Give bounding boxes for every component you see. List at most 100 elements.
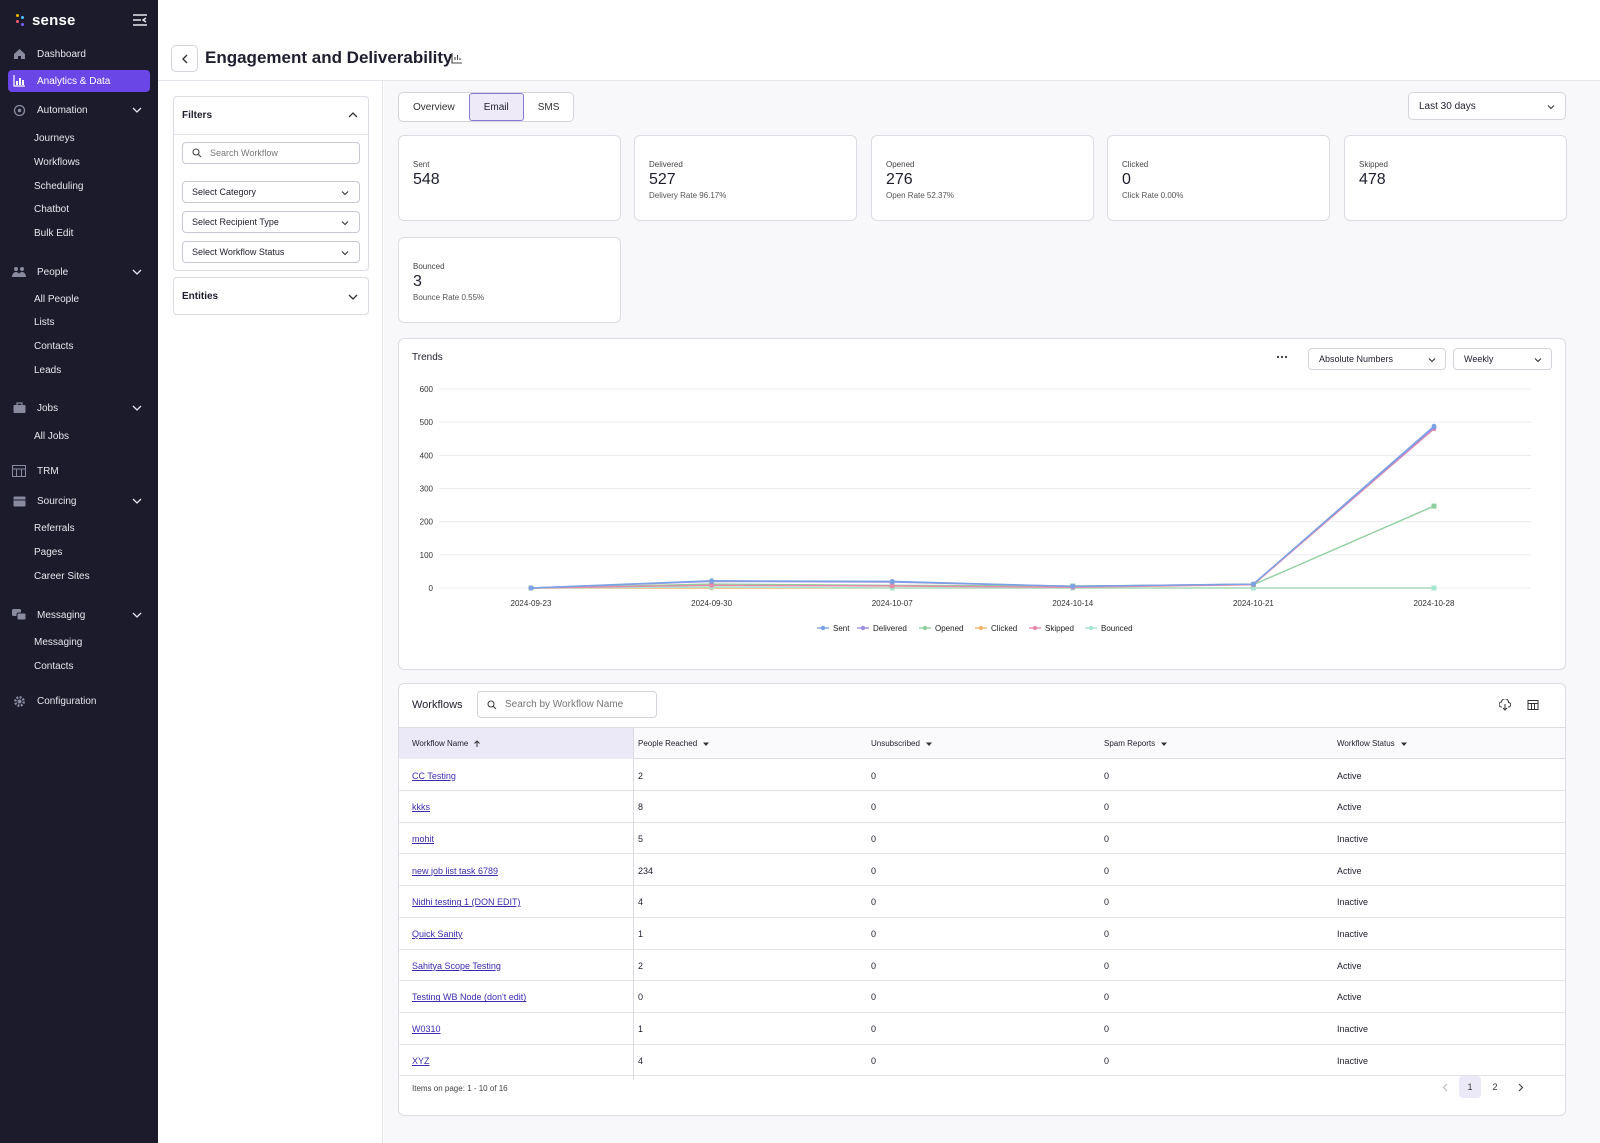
workflow-link[interactable]: mohit bbox=[412, 833, 435, 844]
chevron-up-icon[interactable] bbox=[348, 110, 358, 120]
cell-unsubscribed: 0 bbox=[871, 960, 877, 971]
sidebar-subitem-bulk-edit[interactable]: Bulk Edit bbox=[34, 228, 74, 239]
collapse-menu-icon[interactable] bbox=[133, 14, 147, 26]
workflow-link[interactable]: W0310 bbox=[412, 1024, 441, 1035]
cell-workflow-status: Inactive bbox=[1337, 1055, 1369, 1066]
back-button[interactable] bbox=[171, 45, 198, 72]
sidebar-item-dashboard[interactable]: Dashboard bbox=[8, 43, 150, 65]
chevron-down-icon[interactable] bbox=[132, 403, 142, 413]
cell-people-reached: 5 bbox=[638, 833, 644, 844]
chevron-left-icon bbox=[1442, 1083, 1447, 1091]
workflow-link[interactable]: CC Testing bbox=[412, 770, 456, 781]
sidebar-subitem-all-people[interactable]: All People bbox=[34, 294, 80, 305]
sidebar-subitem-contacts[interactable]: Contacts bbox=[34, 661, 74, 672]
chevron-down-icon[interactable] bbox=[132, 267, 142, 277]
trends-title: Trends bbox=[412, 352, 443, 363]
prev-page-button[interactable] bbox=[1434, 1076, 1456, 1098]
logo[interactable]: sense bbox=[16, 10, 76, 30]
tab-email[interactable]: Email bbox=[468, 93, 524, 121]
entities-box[interactable]: Entities bbox=[173, 277, 369, 315]
sidebar-subitem-pages[interactable]: Pages bbox=[34, 547, 63, 558]
sidebar-subitem-workflows[interactable]: Workflows bbox=[34, 157, 80, 168]
workflow-link[interactable]: Nidhi testing 1 (DON EDIT) bbox=[412, 897, 521, 908]
column-header-unsubscribed[interactable]: Unsubscribed bbox=[867, 728, 1096, 759]
stat-value: 478 bbox=[1359, 171, 1386, 188]
chevron-down-icon bbox=[341, 221, 349, 226]
table-columns-icon[interactable] bbox=[1527, 699, 1539, 711]
sidebar-item-messaging[interactable]: Messaging bbox=[8, 604, 150, 626]
sidebar-item-jobs[interactable]: Jobs bbox=[8, 397, 150, 419]
sidebar-subitem-scheduling[interactable]: Scheduling bbox=[34, 181, 84, 192]
column-header-spam-reports[interactable]: Spam Reports bbox=[1100, 728, 1329, 759]
chevron-down-icon[interactable] bbox=[132, 610, 142, 620]
column-header-workflow-status[interactable]: Workflow Status bbox=[1333, 728, 1563, 759]
workflow-link[interactable]: XYZ bbox=[412, 1055, 430, 1066]
cell-people-reached: 0 bbox=[638, 992, 644, 1003]
date-range-select[interactable]: Last 30 days bbox=[1408, 92, 1566, 120]
cell-people-reached: 4 bbox=[638, 897, 644, 908]
data-point-opened bbox=[1431, 503, 1437, 509]
workflow-link[interactable]: new job list task 6789 bbox=[412, 865, 499, 876]
column-label: People Reached bbox=[638, 739, 698, 748]
sidebar-item-trm[interactable]: TRM bbox=[8, 460, 150, 482]
chevron-down-icon[interactable] bbox=[132, 496, 142, 506]
report-icon[interactable] bbox=[451, 52, 463, 64]
sidebar-item-analytics[interactable]: Analytics & Data bbox=[8, 70, 150, 92]
sidebar-subitem-journeys[interactable]: Journeys bbox=[34, 133, 75, 144]
interval-select[interactable]: Weekly bbox=[1453, 348, 1552, 370]
people-icon bbox=[12, 265, 26, 279]
legend-marker bbox=[1088, 625, 1094, 631]
sort-ascending-icon bbox=[474, 739, 481, 747]
workflow-status-select[interactable]: Select Workflow Status bbox=[182, 241, 360, 263]
chevron-down-icon[interactable] bbox=[348, 292, 358, 302]
more-options-icon[interactable] bbox=[1276, 351, 1288, 363]
sourcing-icon bbox=[12, 494, 26, 508]
sidebar-subitem-all-jobs[interactable]: All Jobs bbox=[34, 431, 70, 442]
y-tick-label: 300 bbox=[420, 485, 434, 494]
next-page-button[interactable] bbox=[1509, 1076, 1531, 1098]
cell-spam-reports: 0 bbox=[1104, 833, 1110, 844]
table-header: Workflow Name People Reached Unsubscribe… bbox=[399, 727, 1565, 759]
tab-sms[interactable]: SMS bbox=[537, 101, 560, 113]
data-point-sent bbox=[889, 578, 895, 584]
y-tick-label: 500 bbox=[420, 418, 434, 427]
page-2-button[interactable]: 2 bbox=[1492, 1082, 1498, 1092]
tab-overview[interactable]: Overview bbox=[413, 101, 455, 113]
sidebar-subitem-leads[interactable]: Leads bbox=[34, 365, 62, 376]
value-mode-select[interactable]: Absolute Numbers bbox=[1308, 348, 1446, 370]
page-header: Engagement and Deliverability bbox=[158, 0, 1600, 81]
data-point-bounced bbox=[1431, 585, 1437, 591]
sidebar-item-sourcing[interactable]: Sourcing bbox=[8, 490, 150, 512]
column-header-people-reached[interactable]: People Reached bbox=[634, 728, 863, 759]
y-tick-label: 400 bbox=[420, 451, 434, 460]
sidebar-subitem-lists[interactable]: Lists bbox=[34, 317, 55, 328]
sidebar-subitem-referrals[interactable]: Referrals bbox=[34, 523, 75, 534]
workflow-link[interactable]: Sahitya Scope Testing bbox=[412, 960, 501, 971]
sidebar-subitem-chatbot[interactable]: Chatbot bbox=[34, 204, 70, 215]
sidebar-item-automation[interactable]: Automation bbox=[8, 99, 150, 121]
stat-value: 276 bbox=[886, 171, 913, 188]
recipient-type-select[interactable]: Select Recipient Type bbox=[182, 211, 360, 233]
workflow-search-input[interactable]: Search Workflow bbox=[182, 142, 360, 164]
category-select[interactable]: Select Category bbox=[182, 181, 360, 203]
workflow-name-search[interactable]: Search by Workflow Name bbox=[477, 691, 657, 718]
workflow-link[interactable]: Quick Sanity bbox=[412, 929, 463, 939]
sidebar-item-label: Sourcing bbox=[37, 495, 77, 507]
workflow-link[interactable]: kkks bbox=[412, 802, 430, 813]
chevron-down-icon[interactable] bbox=[132, 105, 142, 115]
trends-chart: 0 100 200 300 400 500 600 2024-09-23 2024-09-30 2… bbox=[420, 385, 1531, 633]
page-1-button[interactable]: 1 bbox=[1459, 1076, 1481, 1098]
workflow-link[interactable]: Testing WB Node (don't edit) bbox=[412, 992, 527, 1003]
column-header-workflow-name[interactable]: Workflow Name bbox=[399, 728, 633, 759]
sidebar-item-people[interactable]: People bbox=[8, 261, 150, 283]
home-icon bbox=[12, 47, 26, 61]
sidebar-subitem-contacts[interactable]: Contacts bbox=[34, 341, 74, 352]
sidebar-subitem-career-sites[interactable]: Career Sites bbox=[34, 571, 90, 582]
download-icon[interactable] bbox=[1499, 699, 1511, 711]
caret-down-icon bbox=[1161, 742, 1168, 746]
cell-spam-reports: 0 bbox=[1104, 1055, 1110, 1066]
legend-label: Clicked bbox=[991, 624, 1017, 633]
chat-icon bbox=[12, 608, 26, 622]
sidebar-subitem-messaging[interactable]: Messaging bbox=[34, 637, 83, 648]
sidebar-item-configuration[interactable]: Configuration bbox=[8, 690, 150, 712]
